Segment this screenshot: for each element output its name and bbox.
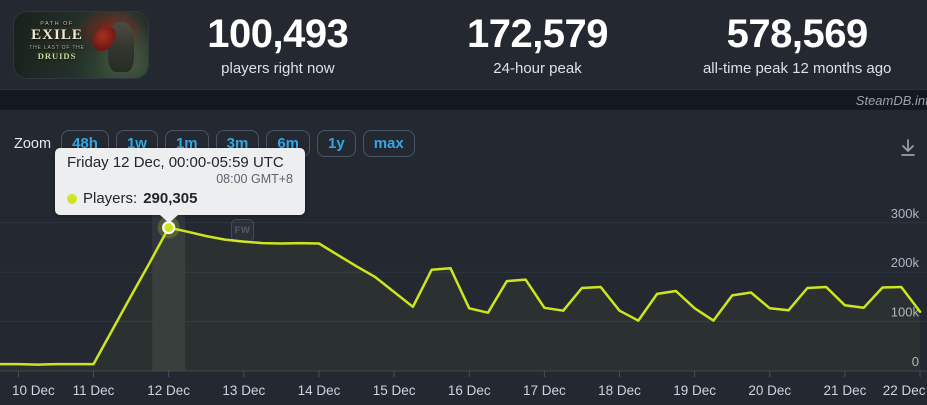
stat-alltime-peak: 578,569 all-time peak 12 months ago: [667, 13, 927, 77]
x-axis-label: 14 Dec: [298, 383, 341, 398]
x-axis-label: 22 Dec: [883, 383, 926, 398]
game-logo-subtitle: THE LAST OF THE: [29, 45, 85, 52]
series-dot-icon: [67, 193, 77, 204]
tooltip-series-label: Players:: [83, 190, 138, 207]
chart-tooltip: Friday 12 Dec, 00:00-05:59 UTC 08:00 GMT…: [55, 148, 305, 223]
tooltip-players-row: Players: 290,305: [67, 190, 293, 207]
players-series-line: [0, 226, 922, 366]
players-line-chart[interactable]: 0 100k 200k 300k 10 Dec 11 Dec 12 Dec 13 Dec 14 …: [0, 110, 927, 405]
stats-row: 100,493 players right now 172,579 24-hou…: [148, 13, 927, 77]
stat-label: players right now: [221, 59, 335, 77]
x-axis-label: 12 Dec: [147, 383, 190, 398]
tooltip-local-time: 08:00 GMT+8: [216, 172, 293, 186]
highlighted-data-point[interactable]: [162, 220, 176, 235]
fw-watermark-badge: FW: [231, 219, 254, 242]
download-chart-button[interactable]: [895, 136, 921, 162]
stat-24h-peak: 172,579 24-hour peak: [408, 13, 668, 77]
y-axis-label: 300k: [891, 206, 920, 221]
tooltip-caret: [160, 215, 178, 223]
tooltip-datetime: Friday 12 Dec, 00:00-05:59 UTC: [67, 154, 284, 171]
stat-value: 100,493: [207, 11, 349, 56]
stats-header: PATH OF EXILE THE LAST OF THE DRUIDS 100…: [0, 0, 927, 89]
series-area-fill: [0, 227, 921, 371]
x-axis-label: 13 Dec: [222, 383, 265, 398]
x-axis-label: 21 Dec: [824, 383, 867, 398]
x-axis-label: 20 Dec: [748, 383, 791, 398]
stat-current-players: 100,493 players right now: [148, 13, 408, 77]
zoom-range-max[interactable]: max: [362, 130, 415, 157]
y-axis-label: 0: [912, 354, 919, 369]
x-axis-label: 18 Dec: [598, 383, 641, 398]
game-logo-top: PATH OF: [40, 20, 74, 27]
game-capsule-image[interactable]: PATH OF EXILE THE LAST OF THE DRUIDS: [14, 11, 148, 78]
tooltip-players-value: 290,305: [143, 190, 198, 207]
zoom-range-1y[interactable]: 1y: [317, 130, 356, 157]
stat-value: 578,569: [726, 11, 869, 56]
x-axis-label: 10 Dec: [12, 383, 55, 398]
x-axis-label: 15 Dec: [373, 383, 416, 398]
zoom-label: Zoom: [14, 135, 52, 152]
y-axis-label: 100k: [891, 305, 920, 320]
game-logo-subtitle2: DRUIDS: [37, 50, 77, 61]
download-icon: [901, 139, 915, 156]
stat-label: 24-hour peak: [493, 59, 582, 77]
x-axis-label: 19 Dec: [673, 383, 716, 398]
y-axis-label: 200k: [891, 255, 920, 270]
game-logo: PATH OF EXILE THE LAST OF THE DRUIDS: [21, 21, 93, 62]
game-logo-title: EXILE: [31, 26, 83, 43]
x-axis-label: 16 Dec: [448, 383, 491, 398]
watermark-strip: SteamDB.info: [0, 89, 927, 110]
zoom-toolbar: Zoom 48h 1w 1m 3m 6m 1y max: [14, 130, 415, 157]
x-axis-label: 17 Dec: [523, 383, 566, 398]
stat-value: 172,579: [466, 11, 609, 56]
stat-label: all-time peak 12 months ago: [702, 59, 892, 77]
chart-panel: 0 100k 200k 300k 10 Dec 11 Dec 12 Dec 13 Dec 14 …: [0, 110, 927, 405]
x-axis-label: 11 Dec: [73, 383, 115, 398]
steamdb-watermark: SteamDB.info: [855, 93, 927, 108]
